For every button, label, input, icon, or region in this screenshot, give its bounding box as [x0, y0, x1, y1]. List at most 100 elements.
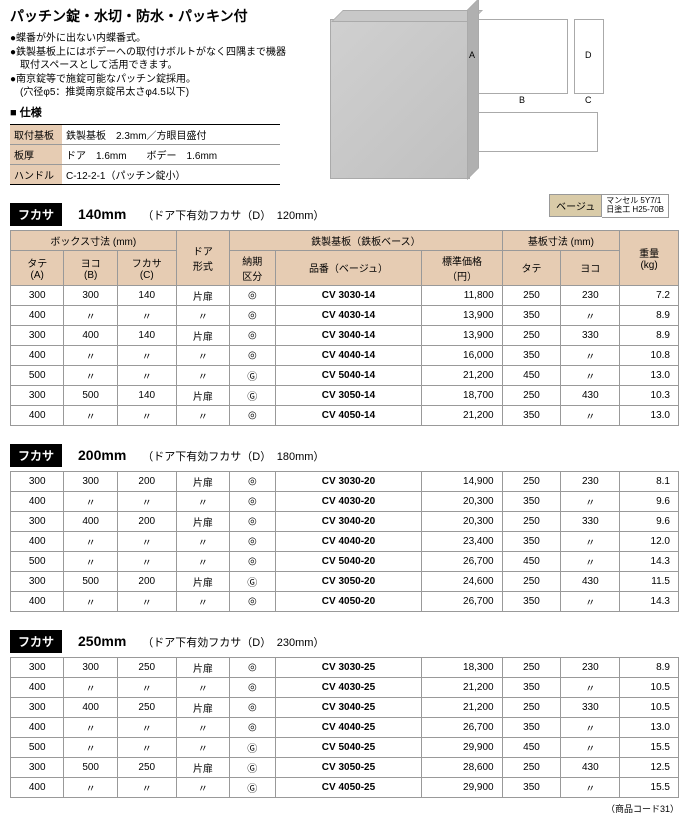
spec-val: ドア 1.6mm ボデー 1.6mm [62, 144, 280, 164]
cell: 330 [561, 697, 620, 717]
cell: 〃 [117, 737, 176, 757]
cell: 400 [11, 531, 64, 551]
cell: CV 4050-14 [275, 405, 422, 425]
cell: 18,300 [422, 657, 502, 677]
bullet-line: 取付スペースとして活用できます。 [10, 59, 310, 73]
cell: 230 [561, 285, 620, 305]
cell: 400 [11, 591, 64, 611]
cell: 〃 [64, 365, 117, 385]
section-chip: フカサ [10, 444, 62, 467]
th-fukasa: フカサ(C) [117, 250, 176, 285]
cell: CV 5040-25 [275, 737, 422, 757]
cell: 〃 [176, 491, 229, 511]
cell: 350 [502, 345, 561, 365]
cell: 14,900 [422, 471, 502, 491]
cell: 〃 [64, 305, 117, 325]
cell: 14.3 [620, 591, 679, 611]
section-mm: 250mm [72, 630, 132, 652]
cell: 片扉 [176, 697, 229, 717]
table-row: 300300250片扉◎CV 3030-2518,3002502308.9 [11, 657, 679, 677]
th-nouki: 納期区分 [230, 250, 275, 285]
cell: 140 [117, 385, 176, 405]
cell: 〃 [117, 591, 176, 611]
cell: 片扉 [176, 757, 229, 777]
cell: Ⓖ [230, 571, 275, 591]
table-row: 500〃〃〃◎CV 5040-2026,700450〃14.3 [11, 551, 679, 571]
diagram-area: A B D C [330, 19, 679, 179]
dim-b: B [519, 95, 525, 105]
th-group1: ボックス寸法 (mm) [11, 230, 177, 250]
cell: 300 [64, 471, 117, 491]
cell: 250 [502, 385, 561, 405]
cell: 〃 [117, 305, 176, 325]
spec-table: 取付基板鉄製基板 2.3mm／方眼目盛付板厚ドア 1.6mm ボデー 1.6mm… [10, 124, 280, 185]
dim-d: D [585, 50, 592, 60]
cell: 10.3 [620, 385, 679, 405]
section-chip: フカサ [10, 203, 62, 226]
cell: 250 [502, 511, 561, 531]
cell: 〃 [561, 717, 620, 737]
cell: 〃 [176, 551, 229, 571]
cell: 〃 [117, 777, 176, 797]
cell: ◎ [230, 471, 275, 491]
bullet-line: (穴径φ5：推奨南京錠吊太さφ4.5以下) [10, 86, 310, 100]
table-row: 300500200片扉ⒼCV 3050-2024,60025043011.5 [11, 571, 679, 591]
cell: 〃 [561, 777, 620, 797]
cell: 〃 [561, 551, 620, 571]
cell: 500 [64, 385, 117, 405]
cell: 10.5 [620, 697, 679, 717]
dim-c: C [585, 95, 592, 105]
cell: 400 [11, 717, 64, 737]
top-section: パッチン錠・水切・防水・パッキン付 ●蝶番が外に出ない内蝶番式。●鉄製基板上には… [10, 4, 679, 185]
cell: 250 [117, 657, 176, 677]
cell: 250 [502, 757, 561, 777]
spec-key: 板厚 [10, 144, 62, 164]
cell: 21,200 [422, 365, 502, 385]
cell: ◎ [230, 325, 275, 345]
cell: Ⓖ [230, 757, 275, 777]
cell: 250 [502, 697, 561, 717]
cell: 12.5 [620, 757, 679, 777]
cell: ◎ [230, 591, 275, 611]
cell: 12.0 [620, 531, 679, 551]
side-view: D C [574, 19, 604, 94]
cell: 〃 [64, 345, 117, 365]
cell: 450 [502, 551, 561, 571]
section-head: フカサ200mm（ドア下有効フカサ（D） 180mm） [10, 444, 679, 467]
cell: CV 3030-20 [275, 471, 422, 491]
cell: 21,200 [422, 405, 502, 425]
cell: 〃 [176, 405, 229, 425]
cell: 〃 [64, 405, 117, 425]
cell: 350 [502, 591, 561, 611]
cell: 13.0 [620, 717, 679, 737]
cell: Ⓖ [230, 737, 275, 757]
cell: Ⓖ [230, 385, 275, 405]
cell: 10.5 [620, 677, 679, 697]
bullet-line: ●南京錠等で施錠可能なパッチン錠採用。 [10, 73, 310, 87]
cell: CV 5040-20 [275, 551, 422, 571]
cell: Ⓖ [230, 365, 275, 385]
cell: ◎ [230, 511, 275, 531]
cell: 450 [502, 737, 561, 757]
table-row: 500〃〃〃ⒼCV 5040-1421,200450〃13.0 [11, 365, 679, 385]
cell: 〃 [176, 365, 229, 385]
cell: CV 4050-25 [275, 777, 422, 797]
spec-key: ハンドル [10, 164, 62, 184]
cell: 300 [11, 385, 64, 405]
cell: 〃 [561, 491, 620, 511]
table-row: 300400140片扉◎CV 3040-1413,9002503308.9 [11, 325, 679, 345]
cell: 〃 [176, 591, 229, 611]
cell: 20,300 [422, 511, 502, 531]
table-row: 400〃〃〃◎CV 4040-2023,400350〃12.0 [11, 531, 679, 551]
cell: 250 [502, 285, 561, 305]
cell: 400 [64, 511, 117, 531]
table-row: 500〃〃〃ⒼCV 5040-2529,900450〃15.5 [11, 737, 679, 757]
product-isometric [330, 19, 470, 179]
cell: 8.9 [620, 657, 679, 677]
cell: 〃 [561, 305, 620, 325]
cell: ◎ [230, 491, 275, 511]
cell: 〃 [176, 677, 229, 697]
cell: CV 3040-25 [275, 697, 422, 717]
color-line2: 日塗工 H25-70B [606, 206, 664, 215]
cell: 300 [11, 697, 64, 717]
